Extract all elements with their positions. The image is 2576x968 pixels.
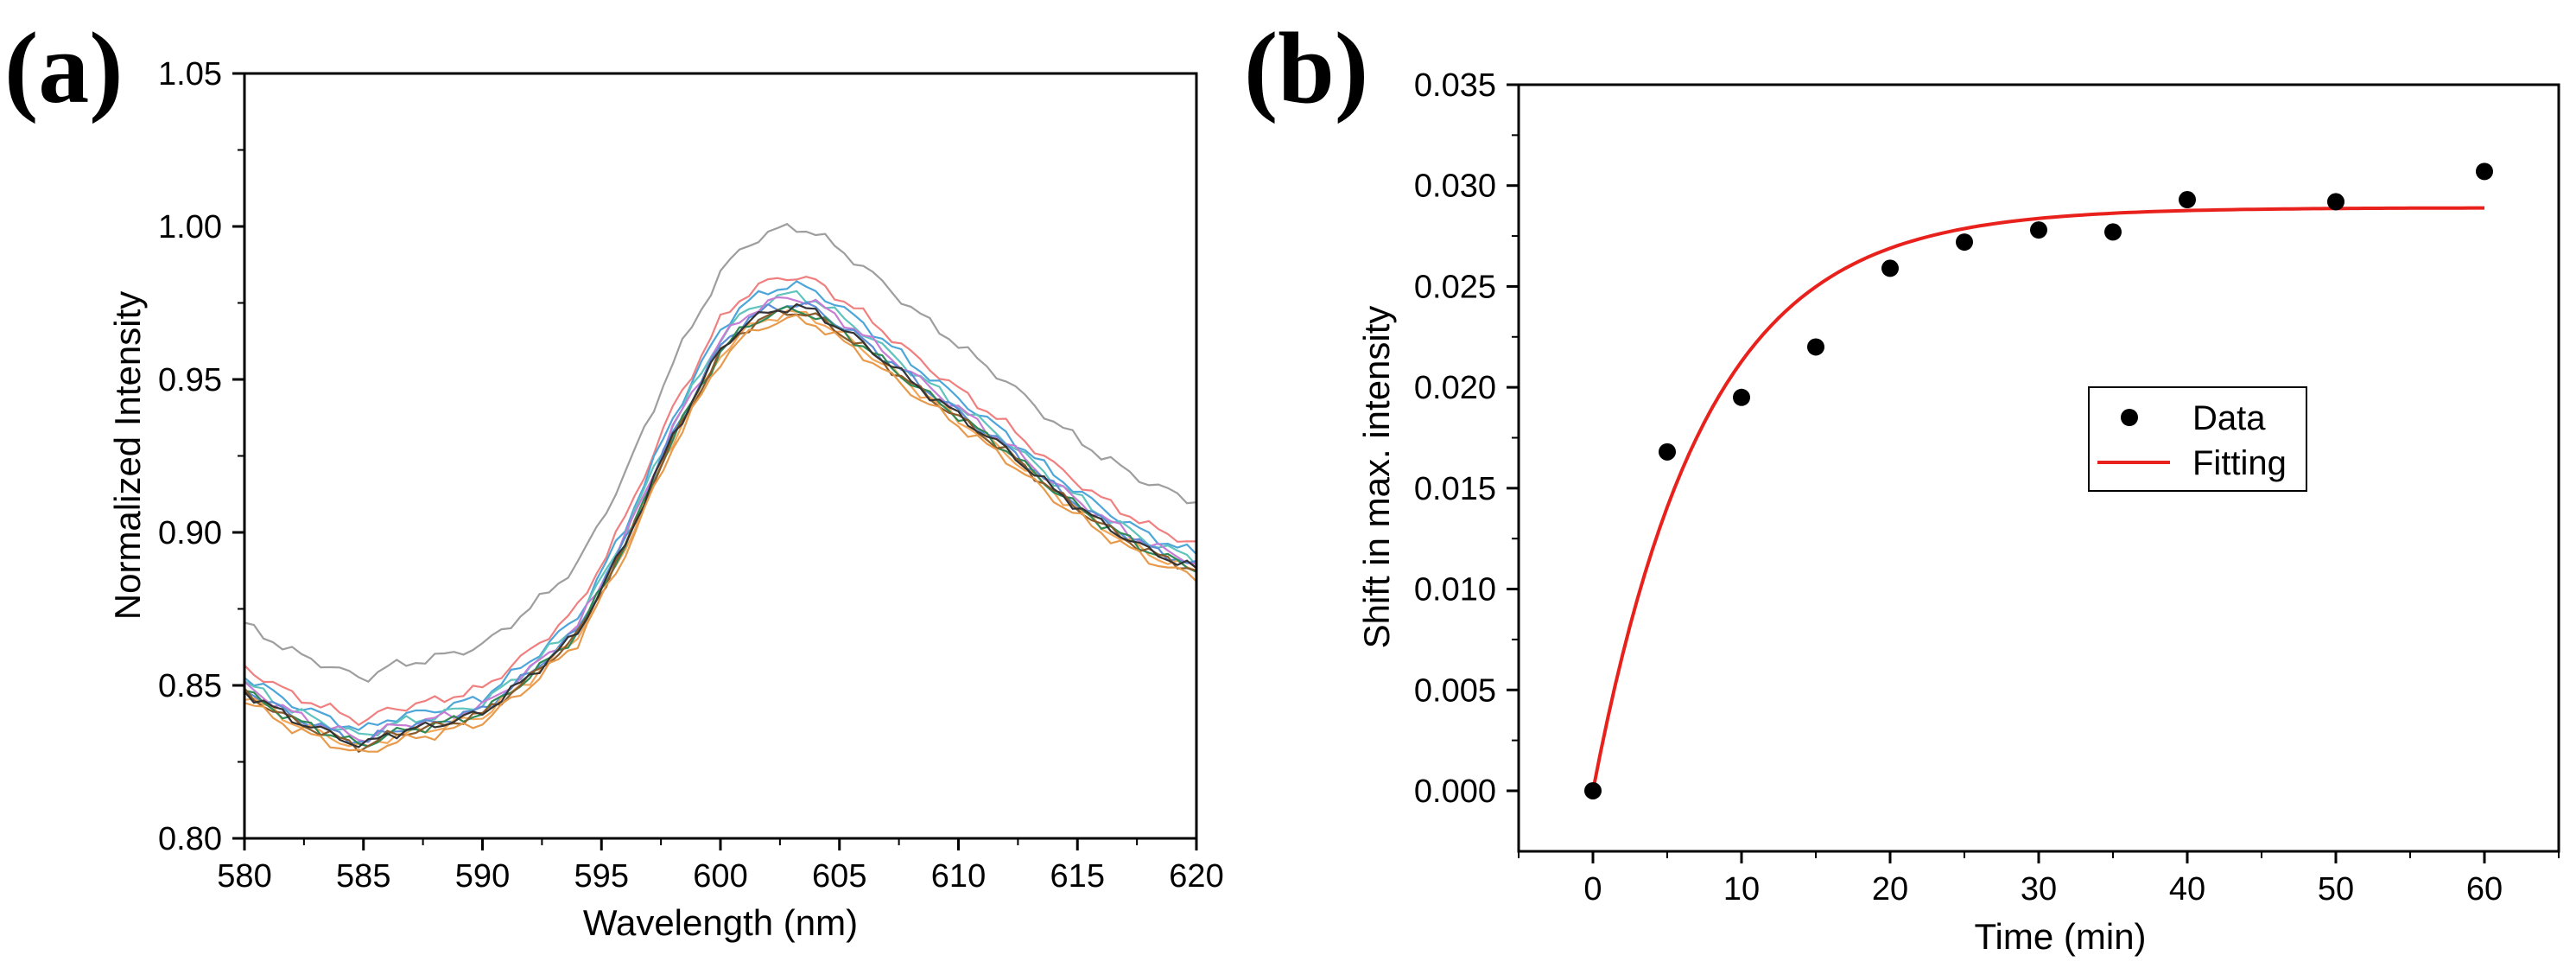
data-point — [1956, 233, 1973, 252]
panel-b-ytick-label: 0.020 — [1414, 370, 1496, 406]
panel-b-xtick-label: 10 — [1723, 871, 1760, 908]
data-point — [1659, 443, 1676, 461]
panel-a-ytick-label: 0.95 — [158, 362, 222, 398]
panel-a-curves — [244, 222, 1197, 754]
spectrum-line-s8 — [244, 305, 1197, 748]
panel-a-yticks: 0.80 0.85 0.90 0.95 1.00 1.05 — [158, 56, 244, 857]
panel-a-label: (a) — [4, 11, 124, 124]
panel-a-xtick-label: 605 — [812, 858, 866, 895]
panel-b-xlabel: Time (min) — [1974, 916, 2146, 957]
panel-b-xticks: 0 10 20 30 40 50 60 — [1518, 851, 2560, 908]
panel-a-xtick-label: 590 — [455, 858, 510, 895]
panel-b-ytick-label: 0.030 — [1414, 169, 1496, 205]
panel-b-fit — [1591, 206, 2484, 792]
data-point — [1807, 338, 1824, 356]
panel-b-xtick-label: 0 — [1583, 871, 1602, 908]
panel-b-ytick-label: 0.035 — [1414, 67, 1496, 104]
panel-a-xtick-label: 595 — [574, 858, 629, 895]
panel-b-xtick-label: 20 — [1872, 871, 1908, 908]
panel-b-xtick-label: 60 — [2466, 871, 2503, 908]
spectrum-line-s2 — [244, 276, 1197, 727]
spectrum-line-s6 — [244, 301, 1197, 745]
panel-b-xtick-label: 50 — [2318, 871, 2354, 908]
data-point — [1584, 781, 1602, 799]
spectrum-line-s10 — [244, 302, 1197, 748]
panel-a-xtick-label: 615 — [1050, 858, 1105, 895]
spectrum-line-s11 — [244, 314, 1197, 753]
fitting-curve — [1591, 206, 2484, 792]
panel-a-ytick-label: 1.00 — [158, 209, 222, 245]
data-point — [2476, 162, 2493, 181]
panel-a-xtick-label: 610 — [931, 858, 986, 895]
spectrum-line-s5 — [244, 296, 1197, 743]
panel-b-points — [1584, 162, 2493, 799]
panel-b-xtick-label: 40 — [2169, 871, 2205, 908]
panel-b-ylabel: Shift in max. intensity — [1356, 306, 1397, 649]
data-point — [1733, 388, 1750, 406]
spectrum-line-s3 — [244, 280, 1197, 731]
spectrum-line-s1 — [244, 222, 1197, 684]
panel-a: (a) 580 585 590 595 600 605 610 615 620 0.80 0.85… — [4, 11, 1224, 943]
spectrum-line-s7 — [244, 309, 1197, 748]
data-point — [2030, 221, 2047, 239]
panel-a-ytick-label: 0.90 — [158, 515, 222, 551]
panel-b-ytick-label: 0.005 — [1414, 672, 1496, 709]
panel-a-ylabel: Normalized Intensity — [107, 291, 148, 620]
panel-b: (b) 0 10 20 30 40 50 60 0.0000.0050.0100.0150.… — [1244, 11, 2560, 957]
panel-a-xtick-label: 580 — [217, 858, 271, 895]
panel-b-xtick-label: 30 — [2021, 871, 2057, 908]
panel-b-yticks: 0.000 0.005 0.010 0.015 0.020 0.025 0.030 0.035 — [1414, 67, 1519, 810]
panel-a-ytick-label: 1.05 — [158, 56, 222, 92]
data-point — [2179, 191, 2196, 209]
legend-box — [2088, 386, 2307, 492]
panel-a-xtick-label: 585 — [336, 858, 390, 895]
data-point — [2327, 193, 2344, 211]
panel-b-legend: Data Fitting — [2088, 386, 2307, 492]
panel-a-ytick-label: 0.80 — [158, 821, 222, 857]
panel-a-xticks: 580 585 590 595 600 605 610 615 620 — [217, 838, 1224, 895]
panel-b-ytick-label: 0.015 — [1414, 471, 1496, 507]
panel-b-label: (b) — [1244, 11, 1368, 124]
panel-a-xlabel: Wavelength (nm) — [583, 902, 858, 943]
spectrum-line-s9 — [244, 309, 1197, 754]
panel-b-ytick-label: 0.025 — [1414, 269, 1496, 305]
panel-b-ytick-label: 0.000 — [1414, 774, 1496, 810]
panel-a-xtick-label: 620 — [1169, 858, 1223, 895]
panel-b-plot-frame — [1517, 83, 2560, 853]
panel-a-ytick-label: 0.85 — [158, 668, 222, 704]
legend-data-label: Data — [2192, 399, 2266, 437]
data-point — [1881, 259, 1899, 277]
panel-a-xtick-label: 600 — [693, 858, 747, 895]
legend-fitting-label: Fitting — [2192, 444, 2287, 482]
legend-data-marker — [2121, 409, 2138, 426]
panel-b-ytick-label: 0.010 — [1414, 572, 1496, 608]
data-point — [2104, 223, 2122, 241]
